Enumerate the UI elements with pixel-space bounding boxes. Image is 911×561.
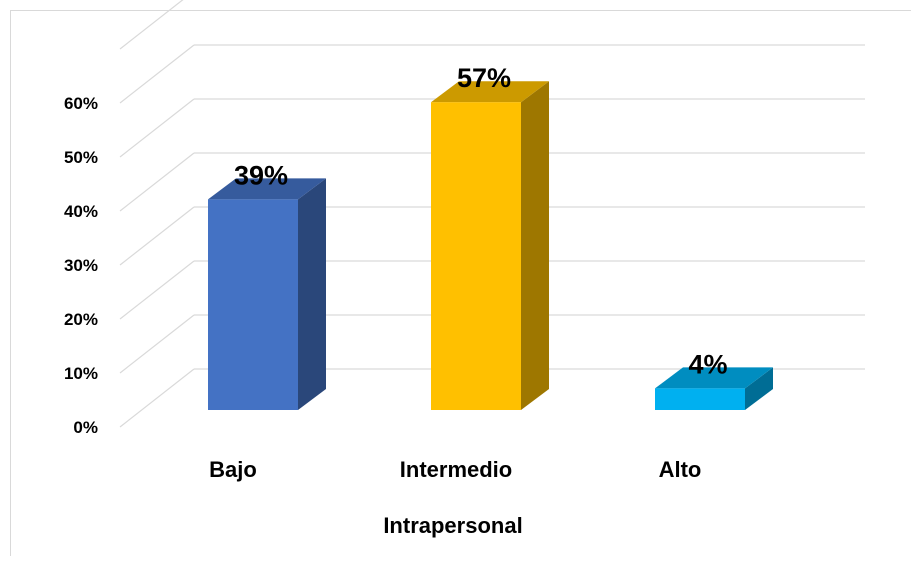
data-label: 39% [234, 160, 288, 190]
x-category-label: Alto [659, 457, 702, 482]
bar-side-face [298, 178, 326, 410]
x-axis-title: Intrapersonal [383, 513, 522, 538]
bar-intermedio [431, 81, 549, 410]
y-tick-label: 40% [64, 202, 98, 221]
bar-front-face [431, 102, 521, 410]
bar-bajo [208, 178, 326, 410]
data-label: 57% [457, 63, 511, 93]
y-tick-label: 0% [73, 418, 98, 437]
y-tick-label: 10% [64, 364, 98, 383]
y-tick-label: 50% [64, 148, 98, 167]
bar-front-face [208, 199, 298, 410]
y-tick-label: 60% [64, 94, 98, 113]
bar-side-face [521, 81, 549, 410]
x-category-label: Bajo [209, 457, 257, 482]
bar-front-face [655, 388, 745, 410]
y-tick-label: 20% [64, 310, 98, 329]
x-category-label: Intermedio [400, 457, 512, 482]
data-label: 4% [688, 349, 727, 379]
y-tick-label: 30% [64, 256, 98, 275]
